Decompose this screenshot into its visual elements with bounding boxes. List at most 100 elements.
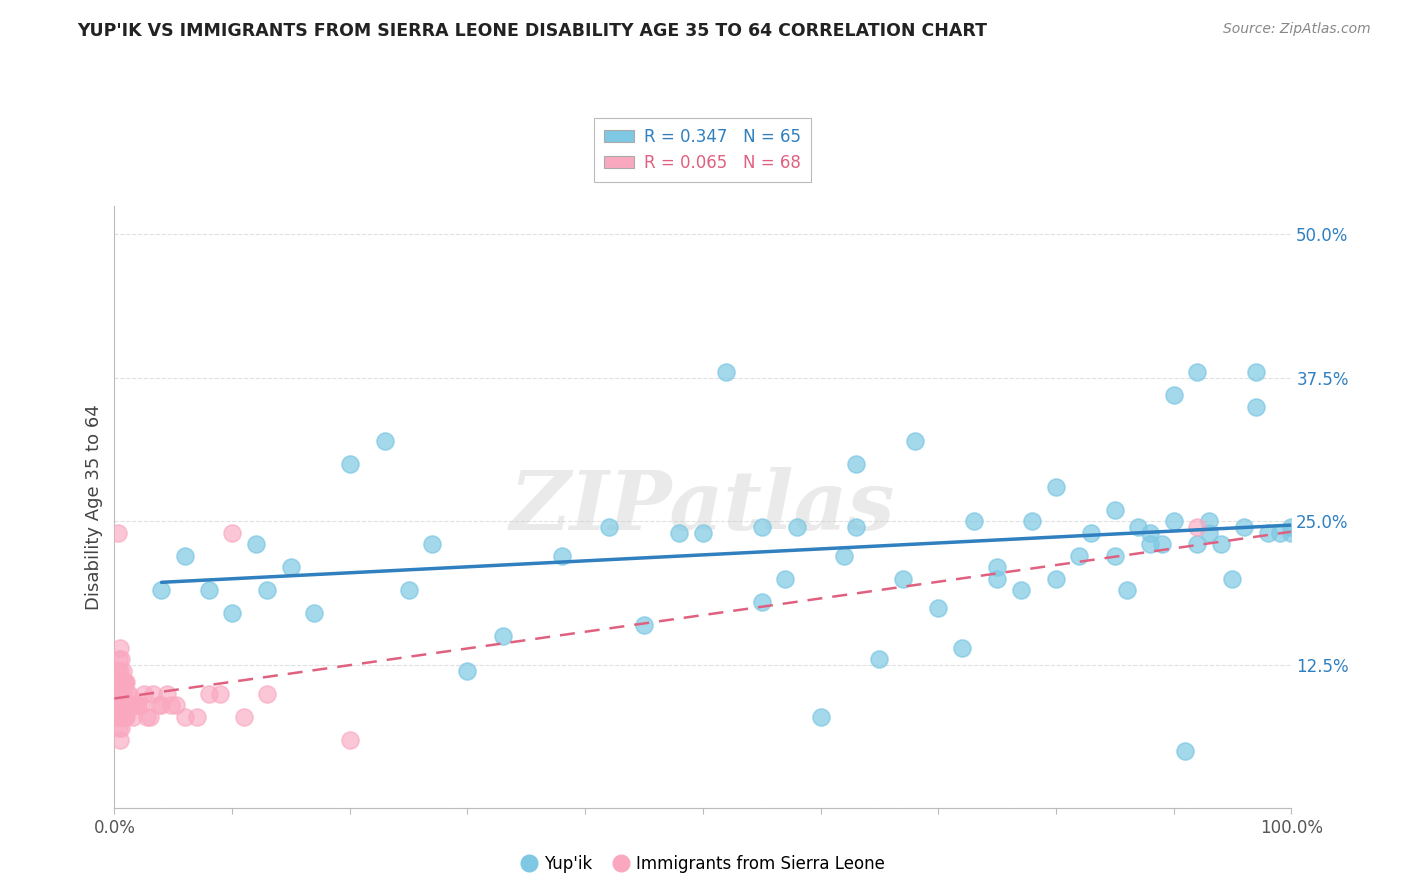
Point bbox=[105, 664, 128, 678]
Point bbox=[668, 525, 690, 540]
Point bbox=[107, 687, 129, 701]
Point bbox=[117, 687, 139, 701]
Point bbox=[1185, 537, 1208, 551]
Point bbox=[122, 709, 145, 723]
Point bbox=[107, 525, 129, 540]
Point bbox=[111, 675, 134, 690]
Point bbox=[110, 687, 132, 701]
Point bbox=[868, 652, 890, 666]
Point bbox=[1010, 583, 1032, 598]
Point bbox=[114, 698, 136, 713]
Point bbox=[810, 709, 832, 723]
Point bbox=[456, 664, 478, 678]
Point bbox=[108, 652, 131, 666]
Point bbox=[304, 607, 326, 621]
Point bbox=[150, 698, 173, 713]
Point bbox=[124, 698, 146, 713]
Point bbox=[1163, 515, 1185, 529]
Point bbox=[1045, 572, 1067, 586]
Point bbox=[692, 525, 714, 540]
Point bbox=[160, 698, 183, 713]
Point bbox=[1279, 525, 1302, 540]
Point bbox=[110, 675, 132, 690]
Point bbox=[197, 583, 219, 598]
Point bbox=[845, 520, 868, 534]
Point bbox=[1128, 520, 1150, 534]
Point bbox=[120, 698, 142, 713]
Point bbox=[148, 698, 170, 713]
Point bbox=[245, 537, 267, 551]
Point bbox=[986, 560, 1008, 574]
Point bbox=[136, 709, 159, 723]
Point bbox=[112, 709, 135, 723]
Point bbox=[138, 709, 160, 723]
Point bbox=[256, 583, 278, 598]
Point bbox=[633, 617, 655, 632]
Point bbox=[1244, 365, 1267, 379]
Point bbox=[117, 698, 139, 713]
Point bbox=[121, 698, 143, 713]
Point bbox=[110, 698, 132, 713]
Legend: R = 0.347   N = 65, R = 0.065   N = 68: R = 0.347 N = 65, R = 0.065 N = 68 bbox=[595, 118, 811, 182]
Point bbox=[339, 457, 361, 471]
Point bbox=[115, 709, 138, 723]
Point bbox=[786, 520, 808, 534]
Point bbox=[232, 709, 254, 723]
Point bbox=[174, 709, 197, 723]
Point bbox=[962, 515, 984, 529]
Point bbox=[1257, 525, 1279, 540]
Point bbox=[110, 664, 132, 678]
Point bbox=[111, 698, 134, 713]
Point bbox=[1209, 537, 1232, 551]
Point bbox=[150, 583, 173, 598]
Point bbox=[110, 652, 132, 666]
Point bbox=[716, 365, 738, 379]
Point bbox=[132, 687, 155, 701]
Point bbox=[107, 698, 129, 713]
Point bbox=[221, 525, 243, 540]
Point bbox=[114, 709, 136, 723]
Point bbox=[1104, 503, 1126, 517]
Point bbox=[1222, 572, 1244, 586]
Point bbox=[420, 537, 443, 551]
Point bbox=[751, 595, 773, 609]
Point bbox=[108, 687, 131, 701]
Legend: Yup'ik, Immigrants from Sierra Leone: Yup'ik, Immigrants from Sierra Leone bbox=[515, 848, 891, 880]
Point bbox=[1244, 400, 1267, 414]
Point bbox=[1045, 480, 1067, 494]
Point bbox=[598, 520, 620, 534]
Point bbox=[550, 549, 572, 563]
Point bbox=[1185, 365, 1208, 379]
Point bbox=[1233, 520, 1256, 534]
Point bbox=[492, 629, 515, 643]
Point bbox=[904, 434, 927, 449]
Point bbox=[1198, 515, 1220, 529]
Point bbox=[174, 549, 197, 563]
Point bbox=[398, 583, 420, 598]
Point bbox=[165, 698, 187, 713]
Point bbox=[1021, 515, 1043, 529]
Point bbox=[1198, 525, 1220, 540]
Point bbox=[891, 572, 914, 586]
Point bbox=[110, 687, 132, 701]
Point bbox=[950, 640, 973, 655]
Text: ZIPatlas: ZIPatlas bbox=[510, 467, 896, 547]
Point bbox=[197, 687, 219, 701]
Point bbox=[374, 434, 396, 449]
Point bbox=[110, 709, 132, 723]
Text: Source: ZipAtlas.com: Source: ZipAtlas.com bbox=[1223, 22, 1371, 37]
Point bbox=[114, 675, 136, 690]
Point bbox=[1115, 583, 1137, 598]
Point bbox=[845, 457, 868, 471]
Point bbox=[280, 560, 302, 574]
Point bbox=[927, 600, 949, 615]
Point bbox=[986, 572, 1008, 586]
Point bbox=[117, 698, 139, 713]
Point bbox=[1080, 525, 1102, 540]
Point bbox=[1104, 549, 1126, 563]
Point bbox=[1279, 520, 1302, 534]
Point bbox=[339, 732, 361, 747]
Point bbox=[1139, 525, 1161, 540]
Point bbox=[221, 607, 243, 621]
Point bbox=[256, 687, 278, 701]
